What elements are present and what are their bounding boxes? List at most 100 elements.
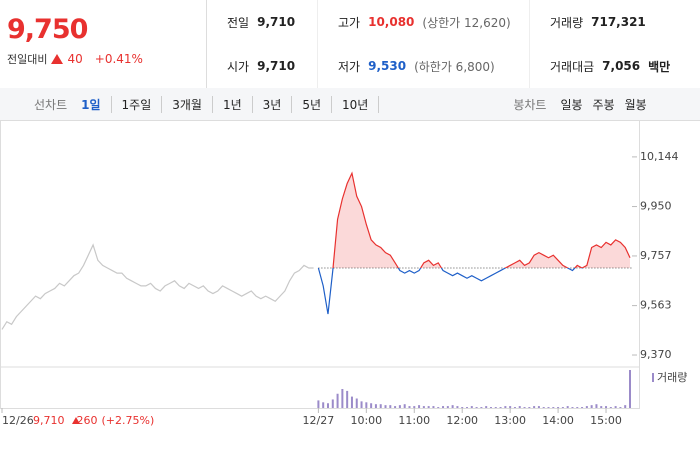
tab-group-label: 봉차트 (513, 97, 547, 112)
price-line (317, 171, 631, 315)
tab[interactable]: 1년 (223, 95, 253, 113)
volume-bar (509, 406, 512, 408)
volume-bar (384, 405, 387, 408)
stat-label: 저가 (338, 59, 361, 74)
stat: 전일 9,710 (207, 0, 317, 44)
x-tick-label: 13:00 (494, 414, 526, 427)
volume-bar (322, 402, 325, 408)
stat-label: 거래량 (550, 15, 584, 30)
volume-bar (566, 406, 569, 408)
tab[interactable]: 일봉 (560, 97, 583, 112)
volume-bar (422, 406, 425, 408)
tab[interactable]: 5년 (302, 95, 333, 113)
volume-bar (528, 407, 531, 408)
x-tick-label: 12/26 (2, 414, 34, 427)
tab-bar: 선차트 1일 1주일 3개월 1년 3년 5년 10년 봉차트 일봉 주봉 월봉 (0, 88, 700, 121)
volume-bar (513, 407, 516, 408)
stat: 고가 10,080 (상한가 12,620) (317, 0, 529, 44)
x-tick-label: 12:00 (446, 414, 478, 427)
stat: 거래량 717,321 (529, 0, 700, 44)
volume-bar (489, 407, 492, 408)
stat-note: (상한가 12,620) (422, 15, 511, 30)
volume-bar (346, 390, 349, 408)
volume-bar (403, 404, 406, 408)
tab[interactable]: 3개월 (172, 95, 213, 113)
y-tick-label: 9,950 (640, 200, 672, 213)
volume-bar (365, 402, 368, 408)
volume-bar (394, 406, 397, 408)
prev-up-icon (72, 417, 80, 424)
volume-bar (523, 407, 526, 408)
stat-note: (하한가 6,800) (414, 59, 495, 74)
tab[interactable]: 3년 (263, 95, 293, 113)
stat-value: 10,080 (368, 15, 415, 29)
change-pct: +0.41% (94, 52, 143, 66)
volume-bar (350, 396, 353, 408)
prev-close: 9,710 (33, 414, 65, 427)
y-tick-label: 9,563 (640, 299, 672, 312)
volume-bar (442, 406, 445, 408)
volume-bar (542, 407, 545, 408)
tab[interactable]: 10년 (342, 95, 380, 113)
volume-bar (581, 407, 584, 408)
stat-label: 시가 (227, 59, 250, 74)
legend-label: 거래량 (657, 371, 687, 384)
volume-bar (571, 407, 574, 408)
volume-bar (418, 405, 421, 408)
price: 9,750 (7, 14, 88, 45)
change-label: 전일대비 (7, 53, 48, 66)
volume-bar (585, 406, 588, 408)
volume-bar (451, 405, 454, 408)
x-tick-label: 11:00 (398, 414, 430, 427)
tab[interactable]: 월봉 (624, 97, 647, 112)
tab-group-label: 선차트 (34, 97, 68, 112)
stat-label: 거래대금 (550, 59, 595, 74)
tab[interactable]: 주봉 (592, 97, 615, 112)
stat-label: 전일 (227, 15, 250, 30)
stat: 시가 9,710 (207, 44, 317, 88)
volume-bar (561, 407, 564, 408)
volume-bar (341, 389, 344, 408)
volume-bar (557, 407, 560, 408)
volume-bar (537, 406, 540, 408)
stat-value: 9,530 (368, 59, 407, 73)
volume-bar (389, 405, 392, 408)
volume-bar (600, 406, 603, 408)
price-line (1, 243, 314, 330)
volume-bar (437, 407, 440, 408)
up-icon (51, 54, 64, 64)
volume-bar (317, 400, 320, 408)
stats: 전일 9,710 고가 10,080 (상한가 12,620) 거래량 717,321 시가 9… (207, 0, 700, 88)
x-tick-label: 12/27 (303, 414, 335, 427)
volume-bar (379, 404, 382, 408)
volume-bar (336, 393, 339, 408)
y-tick-label: 10,144 (640, 150, 679, 163)
plot-frame (0, 120, 640, 409)
prev-day-info: 9,710 260 (+2.75%) (33, 414, 154, 427)
x-tick-label: 10:00 (350, 414, 382, 427)
prev-change: 260 (77, 414, 98, 427)
volume-bar (374, 404, 377, 408)
volume-bar (360, 401, 363, 408)
volume-bar (614, 406, 617, 408)
x-tick-label: 14:00 (542, 414, 574, 427)
volume-bar (475, 407, 478, 408)
y-tick-label: 9,370 (640, 348, 672, 361)
stat-value: 717,321 (591, 15, 646, 29)
volume-bar (609, 407, 612, 408)
volume-bar (629, 370, 631, 408)
tab[interactable]: 1일 (81, 95, 112, 113)
quote: 9,750 전일대비 40 +0.41% (0, 0, 207, 88)
volume-bar (413, 406, 416, 408)
stat-value: 9,710 (257, 59, 296, 73)
volume-bar (499, 407, 502, 408)
prev-change_pct: (+2.75%) (102, 414, 155, 427)
volume-bar (480, 407, 483, 408)
tab[interactable]: 1주일 (122, 95, 163, 113)
volume-bar (494, 407, 497, 408)
change-value: 40 (67, 52, 83, 66)
volume-bar (398, 405, 401, 408)
volume-bar (576, 407, 579, 408)
legend-swatch (652, 373, 654, 382)
